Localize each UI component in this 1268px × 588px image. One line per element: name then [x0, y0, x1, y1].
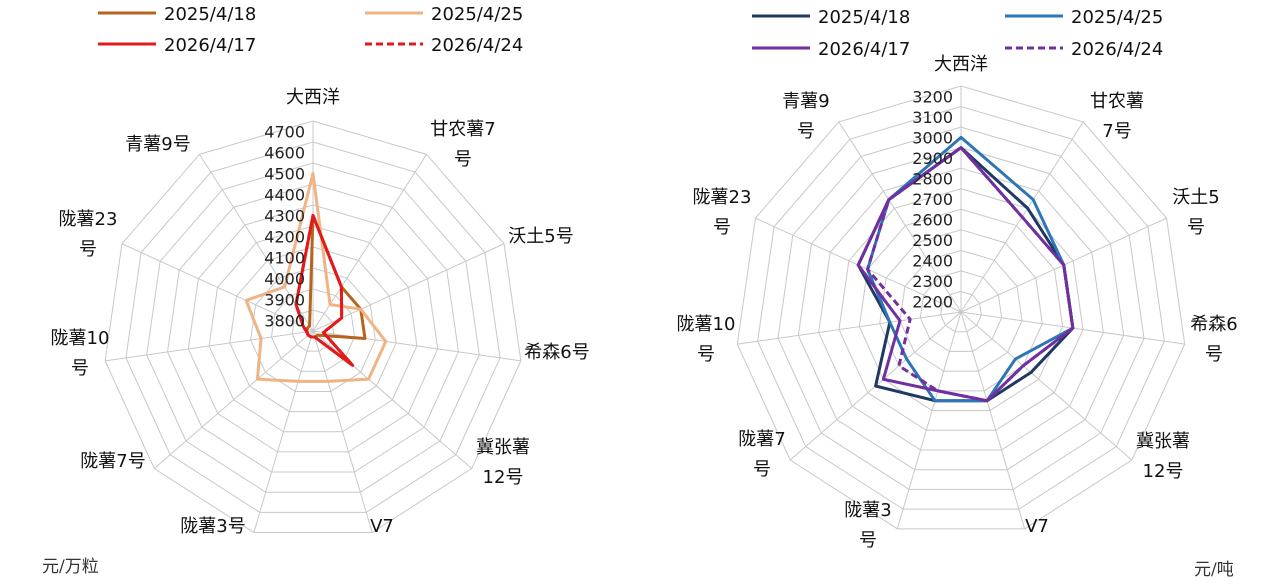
series-line-2025/4/25 [244, 172, 388, 383]
tick-label: 4000 [264, 270, 305, 289]
tick-label: 3800 [264, 312, 305, 331]
grid-spoke [737, 311, 962, 345]
category-label: 陇薯3号 [180, 516, 245, 537]
grid-spoke [153, 330, 314, 469]
category-label: 沃土5号 [508, 226, 573, 247]
grid-spoke [105, 330, 314, 362]
unit-label: 元/吨 [1194, 560, 1234, 580]
series-line-2026/4/24 [866, 146, 1075, 403]
tick-label: 3000 [912, 128, 953, 147]
grid-ring [919, 270, 1003, 352]
tick-label: 4200 [264, 228, 305, 247]
grid-spoke [121, 243, 314, 332]
category-label: V7 [370, 516, 394, 537]
grid-spoke [312, 243, 505, 332]
tick-label: 2700 [912, 190, 953, 209]
grid-ring [146, 162, 480, 493]
category-label: V7 [1025, 516, 1049, 537]
grid-ring [125, 141, 501, 513]
category-label: 希森6号 [524, 342, 589, 363]
category-label: 大西洋 [286, 87, 340, 108]
tick-label: 2400 [912, 252, 953, 271]
category-label: 大西洋 [934, 54, 988, 75]
grid-ring [229, 246, 397, 413]
legend-label: 2026/4/24 [431, 35, 523, 56]
category-label: 青薯9号 [125, 134, 190, 155]
grid-ring [736, 85, 1186, 530]
legend-label: 2025/4/18 [818, 7, 910, 28]
grid-ring [270, 288, 356, 372]
category-label: 陇薯23 号 [59, 209, 118, 260]
radar-chart-seed-price: 3800 3900 4000 4100 4200 4300 4400 4500 4600 4700… [42, 4, 590, 577]
legend-label: 2025/4/25 [431, 4, 523, 25]
grid-ring [166, 183, 460, 473]
grid-ring [797, 147, 1125, 471]
tick-label: 2200 [912, 293, 953, 312]
tick-label: 2600 [912, 211, 953, 230]
grid-spoke [896, 311, 962, 529]
category-label: 陇薯23 号 [693, 187, 752, 238]
category-label: 陇薯10 号 [677, 314, 736, 365]
grid-spoke [960, 311, 1026, 529]
tick-label: 2800 [912, 169, 953, 188]
radar-grid [736, 85, 1186, 530]
grid-ring [879, 229, 1043, 392]
grid-ring [838, 188, 1084, 431]
grid-ring [250, 267, 376, 392]
tick-label: 2500 [912, 231, 953, 250]
grid-spoke [199, 154, 314, 332]
tick-label: 4600 [264, 144, 305, 163]
grid-ring [104, 120, 522, 533]
series-line-2026/4/24 [294, 214, 355, 367]
legend: 2025/4/18 2025/4/25 2026/4/17 2026/4/24 [752, 7, 1163, 60]
grid-spoke [312, 330, 373, 533]
tick-label: 2300 [912, 272, 953, 291]
tick-label: 3200 [912, 87, 953, 106]
tick-label: 2900 [912, 149, 953, 168]
legend-label: 2026/4/24 [1071, 39, 1163, 60]
grid-spoke [253, 330, 314, 533]
category-label: 冀张薯 12号 [476, 437, 530, 488]
legend-label: 2025/4/25 [1071, 7, 1163, 28]
grid-ring [899, 249, 1023, 372]
grid-ring [940, 290, 982, 333]
grid-ring [291, 309, 335, 352]
tick-label: 4400 [264, 186, 305, 205]
radar-grid [104, 120, 522, 533]
series-line-2025/4/18 [856, 146, 1075, 403]
tick-label: 3100 [912, 108, 953, 127]
category-label: 陇薯10 号 [51, 328, 110, 379]
tick-label: 4700 [264, 123, 305, 142]
unit-label: 元/万粒 [42, 557, 99, 577]
grid-spoke [960, 311, 1133, 461]
legend: 2025/4/18 2025/4/25 2026/4/17 2026/4/24 [98, 4, 523, 56]
legend-label: 2026/4/17 [818, 39, 910, 60]
tick-label: 4500 [264, 165, 305, 184]
category-label: 冀张薯 12号 [1136, 431, 1190, 482]
legend-label: 2025/4/18 [164, 4, 256, 25]
grid-spoke [312, 154, 427, 332]
tick-label: 4300 [264, 207, 305, 226]
category-label: 陇薯7号 [80, 451, 145, 472]
tick-label: 4100 [264, 249, 305, 268]
grid-ring [208, 225, 418, 433]
grid-ring [858, 208, 1064, 412]
grid-ring [818, 167, 1104, 451]
legend-label: 2026/4/17 [164, 35, 256, 56]
grid-ring [757, 106, 1165, 510]
grid-ring [187, 204, 439, 453]
tick-label: 3900 [264, 291, 305, 310]
grid-ring [777, 126, 1145, 490]
grid-spoke [838, 121, 962, 313]
